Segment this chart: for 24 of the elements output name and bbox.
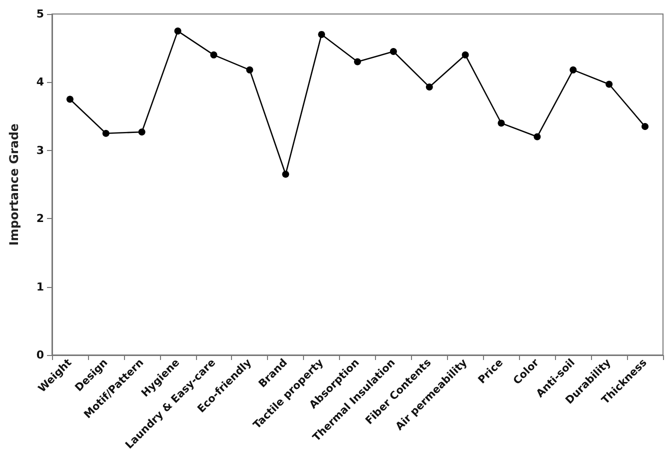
point (642, 123, 649, 130)
point (138, 128, 146, 136)
point (246, 66, 254, 74)
point (354, 58, 361, 66)
point (318, 30, 326, 38)
y-tick-label: 0 (36, 348, 44, 362)
point (210, 51, 218, 58)
point (426, 83, 433, 90)
point (282, 170, 290, 178)
point (534, 133, 541, 140)
point (390, 48, 397, 56)
y-tick-label: 4 (36, 76, 44, 89)
y-tick-label: 3 (36, 144, 44, 157)
point (498, 120, 505, 127)
y-tick-label: 5 (36, 8, 44, 20)
point (66, 96, 74, 103)
point (102, 130, 110, 137)
y-tick-label: 1 (36, 280, 44, 294)
point (462, 51, 469, 58)
y-tick-label: 2 (36, 212, 44, 226)
y-axis-title: Importance Grade (7, 123, 21, 246)
point (606, 80, 613, 88)
point (570, 66, 577, 74)
point (174, 28, 182, 35)
